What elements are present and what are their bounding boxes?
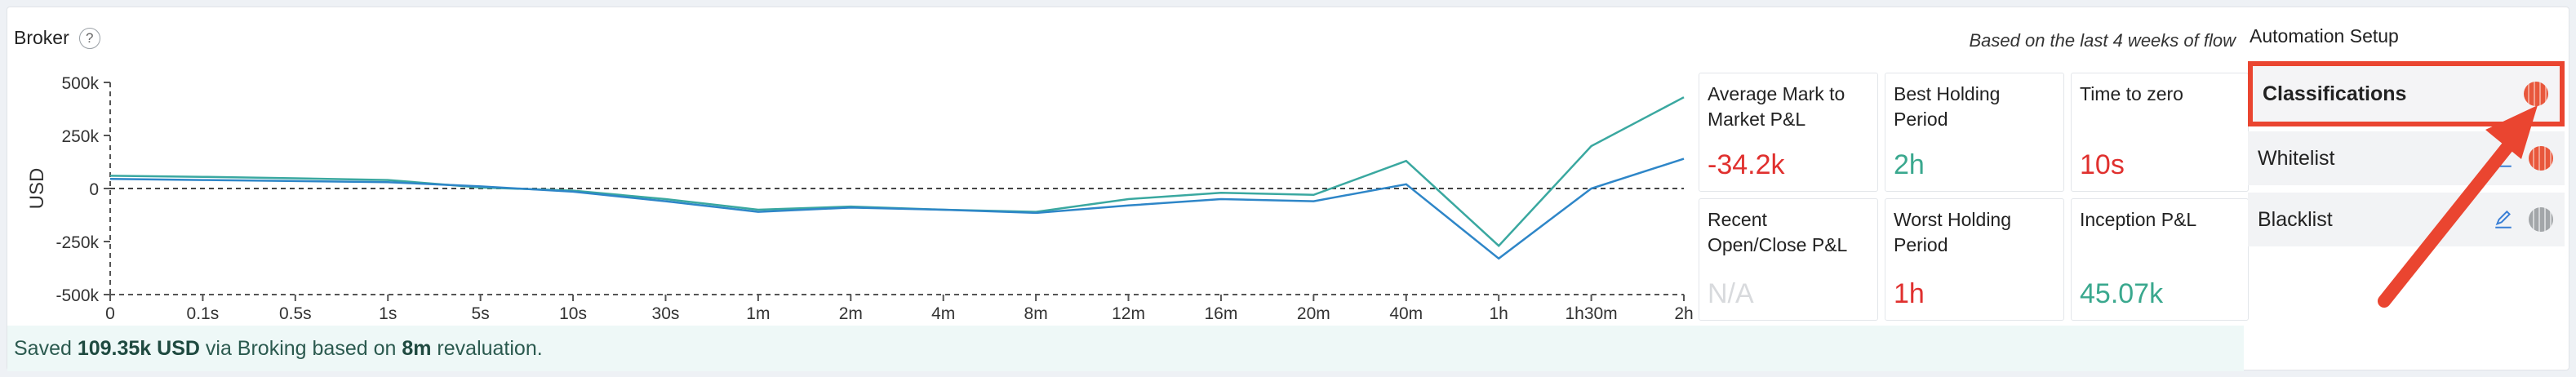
pencil-icon[interactable] (2493, 148, 2514, 169)
automation-item-classifications[interactable]: Classifications (2248, 61, 2565, 126)
kpi-label: Inception P&L (2080, 209, 2197, 230)
savings-summary: Saved 109.35k USD via Broking based on 8… (7, 326, 2244, 371)
kpi-label: Best Holding Period (1894, 83, 2001, 130)
savings-suffix: revaluation. (431, 336, 543, 360)
kpi-value: 10s (2080, 149, 2125, 180)
savings-amount: 109.35k USD (77, 336, 200, 360)
x-tick-label: 8m (1024, 304, 1048, 323)
automation-setup-panel: Automation Setup Classifications Whiteli… (2248, 7, 2570, 371)
broker-title: Broker ? (14, 27, 100, 49)
kpi-inception-pnl: Inception P&L 45.07k (2071, 198, 2249, 321)
automation-item-whitelist[interactable]: Whitelist (2248, 131, 2565, 185)
toggle-icon[interactable] (2529, 146, 2553, 171)
x-tick-label: 40m (1389, 304, 1423, 323)
kpi-value: 1h (1894, 278, 1925, 309)
y-tick-label: -500k (56, 286, 99, 305)
savings-middle: via Broking based on (199, 336, 402, 360)
x-tick-label: 0.1s (187, 304, 220, 323)
help-icon[interactable]: ? (78, 27, 100, 49)
y-axis-label: USD (26, 168, 48, 210)
savings-period: 8m (402, 336, 432, 360)
y-tick-label: 500k (61, 74, 99, 93)
x-tick-label: 2h (1674, 304, 1693, 323)
x-tick-label: 2m (839, 304, 863, 323)
x-tick-label: 5s (472, 304, 490, 323)
automation-item-label: Classifications (2263, 82, 2407, 105)
kpi-label: Time to zero (2080, 83, 2183, 104)
x-tick-label: 0 (105, 304, 115, 323)
x-tick-label: 1h30m (1565, 304, 1617, 323)
kpi-worst-holding: Worst Holding Period 1h (1885, 198, 2064, 321)
automation-item-label: Whitelist (2258, 146, 2335, 170)
toggle-icon[interactable] (2529, 207, 2553, 232)
x-tick-label: 12m (1112, 304, 1145, 323)
pencil-icon[interactable] (2493, 209, 2514, 230)
pnl-chart-svg: 500k 250k 0 -250k -500k USD 0 0.1s 0.5s 1s 5s 10s 30… (26, 74, 1694, 323)
kpi-best-holding: Best Holding Period 2h (1885, 73, 2064, 192)
x-tick-label: 4m (931, 304, 955, 323)
automation-title: Automation Setup (2250, 25, 2399, 47)
kpi-value: N/A (1708, 278, 1754, 309)
broker-title-text: Broker (14, 27, 69, 48)
x-tick-label: 10s (559, 304, 587, 323)
automation-item-label: Blacklist (2258, 207, 2333, 231)
kpi-label: Worst Holding Period (1894, 209, 2012, 255)
based-on-note: Based on the last 4 weeks of flow (1969, 30, 2236, 51)
x-tick-label: 1s (379, 304, 397, 323)
pnl-chart: 500k 250k 0 -250k -500k USD 0 0.1s 0.5s 1s 5s 10s 30… (7, 64, 1697, 326)
y-tick-label: 250k (61, 127, 99, 146)
x-tick-label: 0.5s (279, 304, 312, 323)
x-tick-label: 1h (1489, 304, 1508, 323)
page: Broker ? Based on the last 4 weeks of fl… (7, 7, 2570, 371)
x-tick-label: 16m (1205, 304, 1238, 323)
kpi-label: Average Mark to Market P&L (1708, 83, 1845, 130)
kpi-value: 2h (1894, 149, 1925, 180)
kpi-recent-open-close: Recent Open/Close P&L N/A (1699, 198, 1878, 321)
y-tick-label: 0 (89, 180, 99, 199)
kpi-average-mtm: Average Mark to Market P&L -34.2k (1699, 73, 1878, 192)
automation-item-blacklist[interactable]: Blacklist (2248, 193, 2565, 246)
savings-prefix: Saved (14, 336, 78, 360)
series-line-0 (109, 96, 1685, 247)
x-tick-label: 30s (652, 304, 680, 323)
toggle-icon[interactable] (2524, 82, 2548, 106)
series-line-1 (109, 157, 1685, 260)
kpi-value: 45.07k (2080, 278, 2164, 309)
x-tick-label: 1m (746, 304, 770, 323)
x-tick-label: 20m (1297, 304, 1330, 323)
kpi-value: -34.2k (1708, 149, 1785, 180)
y-tick-label: -250k (56, 233, 99, 252)
kpi-time-to-zero: Time to zero 10s (2071, 73, 2249, 192)
broker-panel: Broker ? Based on the last 4 weeks of fl… (7, 7, 2249, 371)
kpi-label: Recent Open/Close P&L (1708, 209, 1848, 255)
